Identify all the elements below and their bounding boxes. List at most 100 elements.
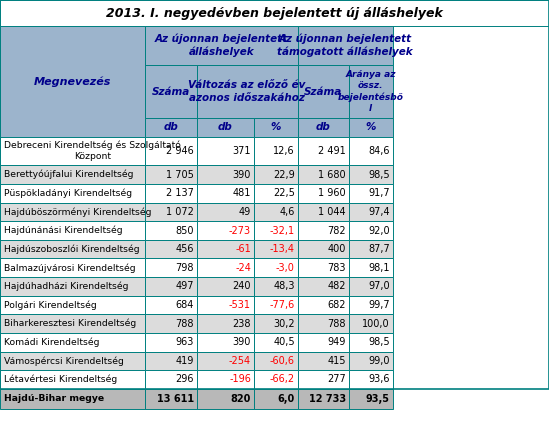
Text: 2 137: 2 137 xyxy=(166,188,194,198)
Bar xyxy=(145,370,197,389)
Text: 238: 238 xyxy=(232,319,251,329)
Bar xyxy=(298,184,349,203)
Bar xyxy=(145,203,197,221)
Bar xyxy=(197,352,254,370)
Text: 481: 481 xyxy=(233,188,251,198)
Text: Berettyóújfalui Kirendeltség: Berettyóújfalui Kirendeltség xyxy=(4,170,134,179)
Text: 820: 820 xyxy=(231,394,251,404)
Bar xyxy=(254,370,298,389)
Text: -60,6: -60,6 xyxy=(270,356,295,366)
Bar xyxy=(298,277,349,296)
Bar xyxy=(145,165,197,184)
Bar xyxy=(254,389,298,409)
Text: 390: 390 xyxy=(233,170,251,180)
Bar xyxy=(145,352,197,370)
Text: 949: 949 xyxy=(328,337,346,347)
Bar xyxy=(0,296,145,314)
Bar xyxy=(197,240,254,258)
Text: 97,4: 97,4 xyxy=(368,207,390,217)
Bar xyxy=(145,221,197,240)
Text: 277: 277 xyxy=(327,374,346,385)
Text: -196: -196 xyxy=(229,374,251,385)
Bar xyxy=(349,352,393,370)
Bar xyxy=(254,184,298,203)
Bar xyxy=(298,333,349,352)
Text: -32,1: -32,1 xyxy=(270,225,295,236)
Bar xyxy=(298,221,349,240)
Text: 682: 682 xyxy=(327,300,346,310)
Text: 87,7: 87,7 xyxy=(368,244,390,254)
Text: Az újonnan bejelentett
támogatott álláshelyek: Az újonnan bejelentett támogatott állásh… xyxy=(277,34,413,58)
Bar xyxy=(254,258,298,277)
Bar xyxy=(254,240,298,258)
Text: 22,9: 22,9 xyxy=(273,170,295,180)
Text: Hajdúböszörményi Kirendeltség: Hajdúböszörményi Kirendeltség xyxy=(4,207,152,217)
Bar xyxy=(197,118,254,137)
Text: 6,0: 6,0 xyxy=(278,394,295,404)
Text: 99,7: 99,7 xyxy=(368,300,390,310)
Bar xyxy=(349,65,393,118)
Bar xyxy=(349,333,393,352)
Text: 788: 788 xyxy=(327,319,346,329)
Text: Létavértesi Kirendeltség: Létavértesi Kirendeltség xyxy=(4,375,117,384)
Text: 419: 419 xyxy=(176,356,194,366)
Bar xyxy=(0,26,145,137)
Bar xyxy=(0,240,145,258)
Bar xyxy=(349,118,393,137)
Text: 371: 371 xyxy=(232,146,251,156)
Text: Debreceni Kirendeltség és Szolgáltató
Központ: Debreceni Kirendeltség és Szolgáltató Kö… xyxy=(4,141,181,161)
Bar xyxy=(145,296,197,314)
Bar xyxy=(145,26,298,65)
Text: 93,5: 93,5 xyxy=(366,394,390,404)
Text: Püspökladányi Kirendeltség: Püspökladányi Kirendeltség xyxy=(4,189,132,198)
Text: 390: 390 xyxy=(233,337,251,347)
Bar xyxy=(197,184,254,203)
Text: db: db xyxy=(164,122,178,132)
Text: 1 072: 1 072 xyxy=(166,207,194,217)
Bar xyxy=(254,314,298,333)
Text: 2 491: 2 491 xyxy=(318,146,346,156)
Bar xyxy=(298,118,349,137)
Bar xyxy=(0,314,145,333)
Bar xyxy=(145,137,197,165)
Bar xyxy=(254,296,298,314)
Bar xyxy=(349,258,393,277)
Text: 798: 798 xyxy=(175,263,194,273)
Text: 456: 456 xyxy=(175,244,194,254)
Text: 100,0: 100,0 xyxy=(362,319,390,329)
Bar xyxy=(197,203,254,221)
Text: -77,6: -77,6 xyxy=(270,300,295,310)
Text: 2013. I. negyedévben bejelentett új álláshelyek: 2013. I. negyedévben bejelentett új állá… xyxy=(106,7,443,19)
Text: Hajdúnánási Kirendeltség: Hajdúnánási Kirendeltség xyxy=(4,226,123,235)
Text: Száma: Száma xyxy=(152,87,190,96)
Text: -3,0: -3,0 xyxy=(276,263,295,273)
Text: Hajdúszoboszlói Kirendeltség: Hajdúszoboszlói Kirendeltség xyxy=(4,244,140,254)
Text: db: db xyxy=(316,122,330,132)
Bar xyxy=(145,389,197,409)
Text: -273: -273 xyxy=(229,225,251,236)
Text: 12,6: 12,6 xyxy=(273,146,295,156)
Text: 98,5: 98,5 xyxy=(368,337,390,347)
Text: 240: 240 xyxy=(232,281,251,291)
Text: 99,0: 99,0 xyxy=(368,356,390,366)
Bar xyxy=(349,203,393,221)
Text: -13,4: -13,4 xyxy=(270,244,295,254)
Text: -254: -254 xyxy=(229,356,251,366)
Text: 963: 963 xyxy=(176,337,194,347)
Bar xyxy=(298,165,349,184)
Text: 1 680: 1 680 xyxy=(318,170,346,180)
Bar xyxy=(298,352,349,370)
Text: 850: 850 xyxy=(175,225,194,236)
Text: 1 705: 1 705 xyxy=(166,170,194,180)
Bar xyxy=(0,258,145,277)
Text: -531: -531 xyxy=(229,300,251,310)
Text: %: % xyxy=(271,122,281,132)
Bar xyxy=(0,333,145,352)
Text: db: db xyxy=(218,122,232,132)
Bar xyxy=(197,258,254,277)
Bar xyxy=(0,165,145,184)
Bar xyxy=(298,389,349,409)
Bar xyxy=(298,65,349,118)
Text: Aránya az
össz.
bejelentésbő
l: Aránya az össz. bejelentésbő l xyxy=(338,70,404,113)
Bar xyxy=(0,184,145,203)
